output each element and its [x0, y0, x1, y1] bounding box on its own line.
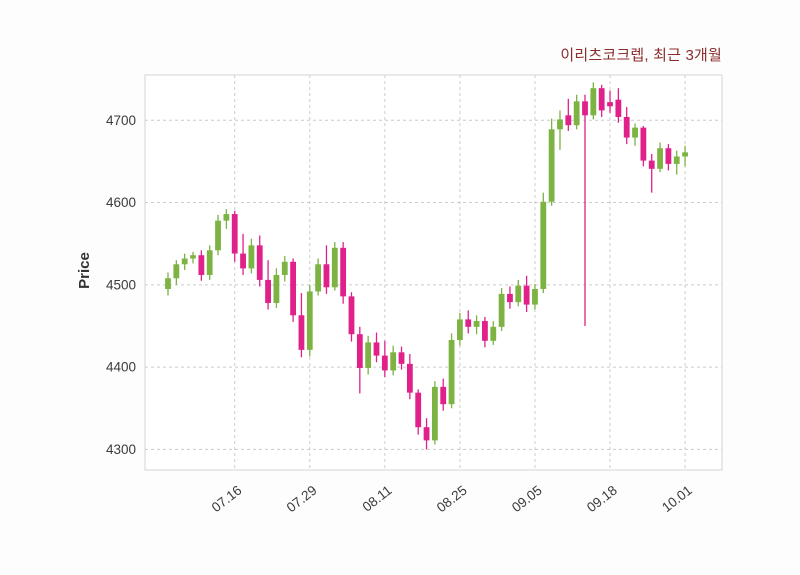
- candle-body-down: [440, 386, 447, 405]
- candle-body-up: [457, 319, 463, 340]
- candle-body-up: [215, 220, 221, 251]
- candle-body-up: [223, 214, 230, 221]
- candle-body-up: [498, 293, 505, 327]
- y-tick-label: 4600: [106, 195, 136, 210]
- x-tick-label: 09.05: [509, 483, 545, 516]
- candle-body-up: [490, 326, 497, 341]
- candle-body-up: [165, 278, 171, 289]
- candle-body-down: [598, 88, 605, 111]
- candle-body-up: [273, 274, 280, 303]
- candle-body-up: [532, 288, 538, 305]
- candle-body-down: [198, 255, 205, 275]
- candle-body-up: [515, 285, 522, 303]
- candle-body-up: [281, 261, 288, 275]
- candle-body-down: [290, 261, 296, 316]
- candle-body-up: [431, 386, 438, 441]
- candle-body-down: [565, 115, 572, 126]
- candle-body-down: [323, 264, 330, 288]
- candle-body-down: [381, 355, 388, 371]
- candle-body-up: [181, 258, 188, 265]
- candle-body-down: [231, 214, 238, 254]
- candle-body-down: [356, 334, 363, 368]
- y-tick-label: 4700: [106, 113, 136, 128]
- candle-body-down: [406, 363, 413, 393]
- x-tick-label: 08.25: [434, 483, 470, 516]
- candle-body-up: [682, 152, 688, 157]
- candle-body-down: [482, 321, 488, 341]
- candle-body-down: [348, 296, 355, 335]
- candle-body-down: [523, 285, 530, 305]
- candle-body-down: [507, 293, 513, 303]
- candle-body-down: [240, 253, 246, 269]
- candle-body-up: [190, 255, 196, 259]
- candle-body-down: [340, 247, 347, 297]
- x-tick-label: 07.29: [284, 483, 320, 516]
- candle-body-up: [206, 250, 213, 275]
- x-tick-label: 08.11: [360, 483, 395, 515]
- candle-body-up: [448, 339, 455, 405]
- candle-body-down: [256, 245, 263, 280]
- candle-body-down: [265, 279, 271, 303]
- candle-body-down: [665, 148, 672, 164]
- y-tick-label: 4300: [106, 442, 136, 457]
- candle-body-up: [557, 119, 563, 130]
- chart-title: 이리츠코크렙, 최근 3개월: [560, 47, 722, 64]
- candle-body-up: [573, 101, 580, 126]
- y-tick-label: 4400: [106, 360, 136, 375]
- candle-body-up: [390, 352, 397, 371]
- candle-body-down: [615, 99, 622, 117]
- candle-body-down: [373, 342, 380, 356]
- candle-body-up: [673, 156, 680, 164]
- candle-body-down: [423, 427, 430, 441]
- candle-body-up: [331, 247, 338, 288]
- candle-body-up: [657, 148, 663, 169]
- candle-body-down: [298, 315, 305, 350]
- candle-body-down: [582, 101, 588, 116]
- candle-body-up: [248, 245, 255, 269]
- candle-body-up: [315, 264, 322, 292]
- candle-body-up: [306, 291, 313, 350]
- plot-border: [144, 74, 723, 471]
- candle-body-down: [648, 160, 655, 169]
- candle-body-up: [365, 342, 372, 368]
- candle-body-up: [590, 88, 597, 116]
- candle-body-up: [173, 264, 180, 279]
- candle-body-down: [398, 352, 405, 364]
- candle-body-down: [465, 319, 472, 327]
- candle-body-down: [607, 102, 613, 107]
- candle-body-down: [415, 392, 422, 428]
- x-tick-label: 09.18: [584, 483, 620, 516]
- x-tick-label: 10.01: [659, 483, 695, 516]
- y-tick-label: 4500: [106, 277, 136, 292]
- candle-body-up: [548, 129, 555, 202]
- x-tick-label: 07.16: [209, 483, 245, 516]
- candle-body-down: [640, 127, 647, 161]
- candle-body-down: [623, 116, 630, 138]
- candle-body-up: [473, 321, 480, 327]
- candle-body-up: [540, 201, 547, 289]
- candle-body-up: [632, 127, 638, 138]
